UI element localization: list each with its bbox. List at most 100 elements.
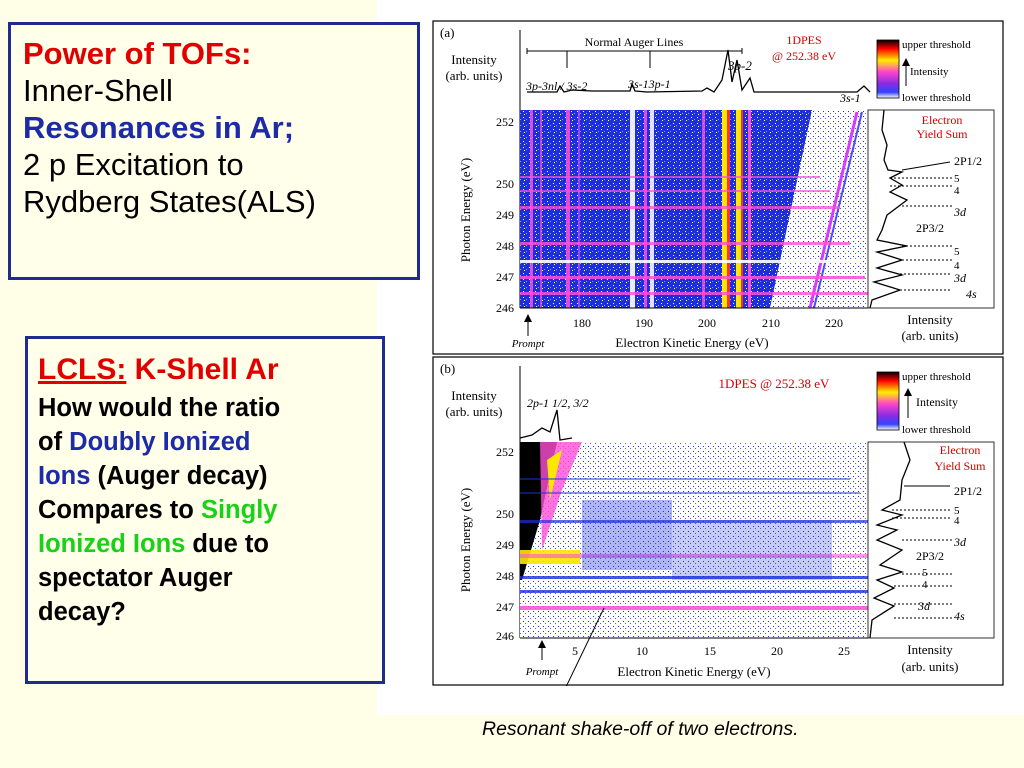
panel-a-peak3: 3p-2 [727,58,752,73]
lcls-label: LCLS: [38,353,127,386]
panel-a-auger-label: Normal Auger Lines [585,35,684,49]
box1-title: Power of TOFs: [23,36,252,71]
panel-b-intensity-1: Intensity [451,388,497,403]
panel-b-yield-curve [869,441,911,639]
panel-a-ry4b: 4 [954,260,960,272]
q-line4a: Compares to [38,496,201,524]
panel-a-ytick: 249 [496,208,514,222]
tof-figure: (a) Intensity (arb. units) Normal Auger … [432,20,1004,686]
panel-b-xticks: 5 10 15 20 25 [572,644,850,658]
panel-b-ylabel: Photon Energy (eV) [458,488,473,592]
panel-b-ry4s: 4s [954,609,965,623]
panel-a-ry5b: 5 [954,246,960,258]
panel-a-xticks: 180 190 200 210 220 [573,316,843,330]
panel-a-peak4: 3s-1 [839,91,861,105]
panel-a-intensity-2: (arb. units) [445,68,502,83]
box1-line3: Resonances in Ar; [23,110,295,145]
panel-a-ytick: 247 [496,270,514,284]
panel-a-side-xlabel-1: Intensity [907,312,953,327]
panel-a-ytick: 246 [496,301,514,315]
figure-caption: Resonant shake-off of two electrons. [482,718,799,740]
panel-a-ry3db: 3d [953,271,967,285]
panel-a-p32: 2P3/2 [916,221,944,235]
panel-a-lower: lower threshold [902,92,971,104]
panel-b-ytick: 252 [496,445,514,459]
panel-a-spectrum [527,49,871,93]
q-line7: decay? [38,598,126,626]
panel-b-prompt: Prompt [525,666,560,678]
panel-b-xlabel: Electron Kinetic Energy (eV) [617,664,770,679]
panel-b-ytick: 248 [496,569,514,583]
panel-a-yield-curve [869,109,909,309]
q-line1: How would the ratio [38,394,281,422]
panel-a-prompt: Prompt [511,338,546,350]
caption-pointer [565,607,605,686]
panel-a-ytick: 248 [496,239,514,253]
panel-b-ytick: 249 [496,538,514,552]
panel-b-ry3da: 3d [953,535,967,549]
title-box: Power of TOFs: Inner-Shell Resonances in… [8,22,420,280]
q-line4b: Singly [200,496,278,524]
box1-line5: Rydberg States(ALS) [23,184,316,219]
panel-b-ry4b: 4 [922,579,928,591]
panel-a-xtick: 220 [825,316,843,330]
box1-line2: Inner-Shell [23,73,173,108]
panel-a-label: (a) [440,25,454,40]
panel-a-dpes-1: 1DPES [786,33,821,47]
panel-b-xtick: 5 [572,644,578,658]
panel-b-p32: 2P3/2 [916,549,944,563]
panel-a-peak2: 3s-13p-1 [627,77,671,91]
panel-b-xtick: 25 [838,644,850,658]
panel-b-spectrum [519,409,573,441]
q-line3a: Ions [38,462,91,490]
kshell-label: K-Shell Ar [134,353,279,386]
panel-b-side-xlabel-2: (arb. units) [901,659,958,674]
panel-b-p12: 2P1/2 [954,484,982,498]
q-line2a: of [38,428,70,456]
panel-b-intensity-scale: Intensity [916,395,958,409]
panel-a-xtick: 200 [698,316,716,330]
panel-a-xtick: 180 [573,316,591,330]
panel-a-peak1: 3p-3nl / 3s-2 [525,79,587,93]
panel-a-upper: upper threshold [902,39,971,51]
panel-b-side-xlabel-1: Intensity [907,642,953,657]
panel-b-ry4a: 4 [954,515,960,527]
panel-a-side-xlabel-2: (arb. units) [901,328,958,343]
panel-a-ry5a: 5 [954,173,960,185]
box1-line4: 2 p Excitation to [23,147,244,182]
panel-a-ry4s: 4s [966,287,977,301]
panel-b-ytick: 247 [496,600,514,614]
panel-b-map [520,442,868,638]
panel-a-xtick: 190 [635,316,653,330]
panel-b-lower: lower threshold [902,424,971,436]
panel-a-ytick: 252 [496,115,514,129]
panel-b-ry5b: 5 [922,567,928,579]
panel-a-ry3da: 3d [953,205,967,219]
panel-b-ry5a: 5 [954,505,960,517]
q-line3b: (Auger decay) [90,462,268,490]
panel-b-dpes: 1DPES @ 252.38 eV [719,376,831,391]
question-box: LCLS: K-Shell Ar How would the ratio of … [25,336,385,684]
panel-b-xtick: 15 [704,644,716,658]
panel-b-peak: 2p-1 1/2, 3/2 [527,396,589,410]
panel-b-ry3db: 3d [917,599,931,613]
panel-a-xtick: 210 [762,316,780,330]
q-line5b: due to [185,530,269,558]
panel-b-eys-1: Electron [940,443,981,457]
q-line2b: Doubly Ionized [69,428,251,456]
panel-a-color-scale [876,39,900,99]
panel-a-eys-1: Electron [922,113,963,127]
panel-b-label: (b) [440,361,455,376]
panel-b-ytick: 250 [496,507,514,521]
panel-a-yticks: 252 250 249 248 247 246 [496,115,514,315]
panel-a-ytick: 250 [496,177,514,191]
panel-a-ry4a: 4 [954,185,960,197]
panel-a-eys-2: Yield Sum [916,127,968,141]
panel-b-xtick: 20 [771,644,783,658]
panel-b-yticks: 252 250 249 248 247 246 [496,445,514,643]
panel-b-eys-2: Yield Sum [934,459,986,473]
panel-a-intensity-scale: Intensity [910,66,949,78]
panel-b-intensity-2: (arb. units) [445,404,502,419]
panel-b-ytick: 246 [496,629,514,643]
panel-a-intensity-1: Intensity [451,52,497,67]
